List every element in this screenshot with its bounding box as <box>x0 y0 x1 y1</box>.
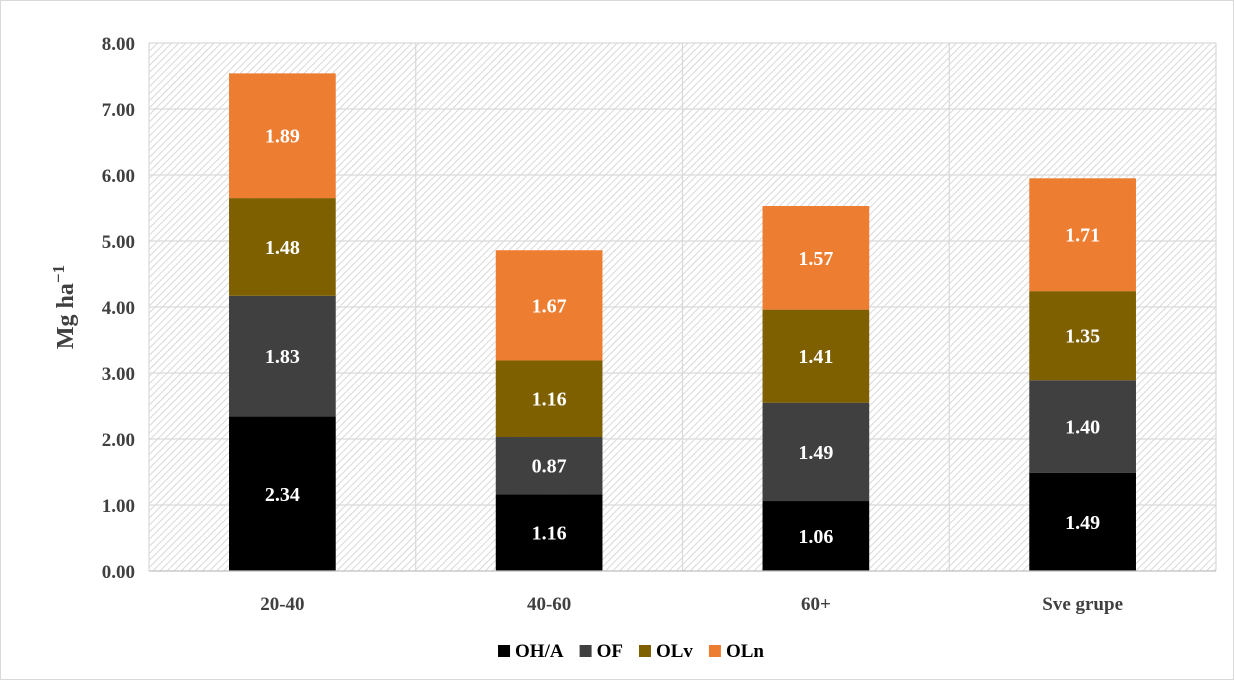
bar-segment <box>229 416 336 571</box>
data-label: 1.16 <box>532 389 567 411</box>
data-label: 1.48 <box>265 237 300 259</box>
bar-segment <box>495 250 603 361</box>
x-category-label: 60+ <box>801 594 831 615</box>
legend-label: OH/A <box>515 641 564 662</box>
x-category-label: 20-40 <box>260 594 304 615</box>
bar-segment <box>229 295 336 417</box>
bars: 2.34 1.83 1.48 1.89 1.16 0.87 1.16 1.67 1.06 1.49… <box>229 73 1136 571</box>
data-label: 1.16 <box>532 523 567 545</box>
data-label: 1.41 <box>798 346 833 368</box>
bar-segment <box>1029 291 1136 381</box>
y-axis-title: Mg ha−1 <box>49 265 79 349</box>
y-tick-label: 7.00 <box>102 100 135 121</box>
legend-label: OLn <box>726 641 764 662</box>
y-tick-label: 6.00 <box>102 166 135 187</box>
bar-segment <box>229 198 336 296</box>
data-label: 1.67 <box>532 295 567 317</box>
data-label: 1.49 <box>1065 512 1100 534</box>
y-axis-title-superscript: −1 <box>49 265 68 283</box>
data-label: 1.83 <box>265 346 300 368</box>
data-label: 1.57 <box>798 248 833 270</box>
legend-label: OLv <box>656 641 693 662</box>
bar-segment <box>762 309 870 403</box>
y-axis-ticks: 0.00 1.00 2.00 3.00 4.00 5.00 6.00 7.00 8.00 <box>102 34 135 583</box>
y-axis-title-text: Mg ha <box>53 283 79 349</box>
data-label: 2.34 <box>265 484 300 506</box>
x-category-label: Sve grupe <box>1042 594 1123 615</box>
y-tick-label: 3.00 <box>102 364 135 385</box>
y-tick-label: 0.00 <box>102 562 135 583</box>
bar-segment <box>762 402 870 502</box>
data-label: 1.35 <box>1065 326 1100 348</box>
y-tick-label: 1.00 <box>102 496 135 517</box>
bar-segment <box>1029 178 1136 292</box>
legend-swatch <box>498 645 511 657</box>
data-label: 1.49 <box>798 442 833 464</box>
bar-segment <box>229 73 336 199</box>
bar-segment <box>1029 472 1136 571</box>
bar-segment <box>495 360 603 438</box>
y-tick-label: 8.00 <box>102 34 135 55</box>
legend-swatch <box>708 645 721 657</box>
legend-swatch <box>579 645 592 657</box>
data-label: 1.71 <box>1065 225 1100 247</box>
bar-segment <box>495 437 603 495</box>
bar-segment <box>495 494 603 571</box>
data-label: 1.40 <box>1065 416 1100 438</box>
legend-swatch <box>638 645 651 657</box>
y-tick-label: 5.00 <box>102 232 135 253</box>
data-label: 1.06 <box>798 526 833 548</box>
x-axis-labels: 20-40 40-60 60+ Sve grupe <box>260 594 1123 615</box>
bar-segment <box>762 206 870 310</box>
legend-label: OF <box>597 641 623 662</box>
bar-segment <box>1029 380 1136 473</box>
data-label: 0.87 <box>532 456 567 478</box>
y-tick-label: 4.00 <box>102 298 135 319</box>
legend: OH/A OF OLv OLn <box>498 641 764 662</box>
data-label: 1.89 <box>265 126 300 148</box>
x-category-label: 40-60 <box>527 594 571 615</box>
y-tick-label: 2.00 <box>102 430 135 451</box>
bar-segment <box>762 501 870 571</box>
